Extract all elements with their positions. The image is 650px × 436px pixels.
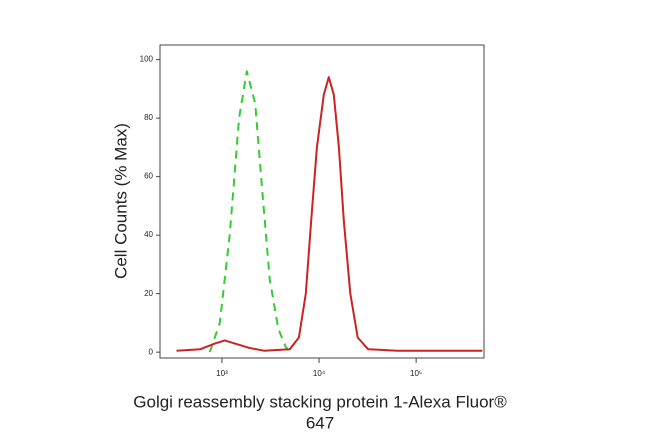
x-axis-label: 647	[306, 413, 334, 432]
y-tick-label: 40	[144, 230, 153, 239]
y-tick-label: 20	[144, 289, 153, 298]
y-tick-label: 60	[144, 172, 153, 181]
series-line	[176, 76, 483, 352]
plot-frame	[159, 44, 485, 359]
y-axis-label: Cell Counts (% Max)	[111, 123, 130, 279]
y-tick-label: 100	[140, 55, 154, 64]
x-tick-label: 10³	[216, 369, 228, 378]
y-tick-label: 0	[149, 347, 154, 356]
series-line	[208, 70, 291, 353]
x-axis-label: Golgi reassembly stacking protein 1-Alex…	[133, 392, 507, 411]
x-tick-label: 10⁴	[313, 369, 326, 378]
x-tick-label: 10⁵	[410, 369, 422, 378]
y-tick-label: 80	[144, 113, 153, 122]
